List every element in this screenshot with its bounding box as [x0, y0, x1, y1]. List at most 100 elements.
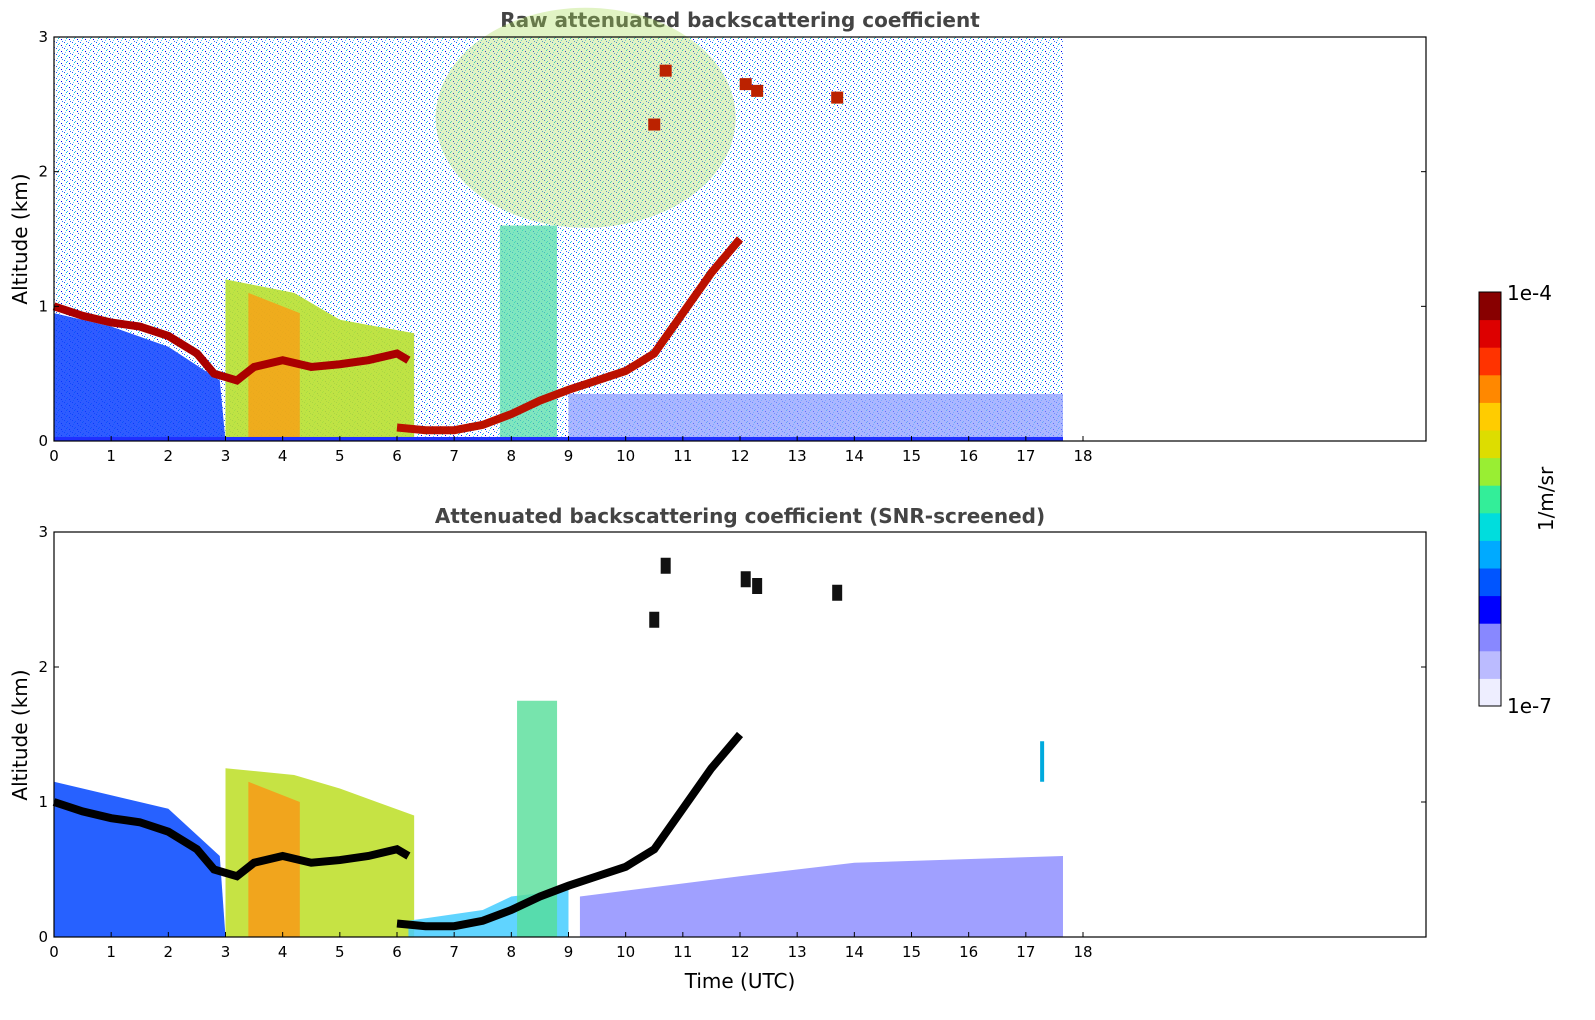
- y-tick-label: 0: [38, 928, 48, 946]
- y-tick-label: 3: [38, 523, 48, 541]
- colorbar-step: [1479, 319, 1501, 348]
- x-tick-label: 4: [278, 943, 288, 961]
- colorbar-step: [1479, 595, 1501, 624]
- x-tick-label: 18: [1073, 447, 1092, 465]
- plot-area-screened: [52, 557, 1063, 937]
- screened-thin-cloud-patch: [649, 611, 660, 628]
- x-tick-label: 8: [507, 447, 517, 465]
- panel-raw: Raw attenuated backscattering coefficien…: [8, 7, 1427, 465]
- x-tick-label: 9: [564, 447, 574, 465]
- plot-area-raw: [52, 7, 1063, 441]
- screened-boundary-layer: [54, 781, 226, 937]
- x-tick-label: 3: [221, 447, 231, 465]
- colorbar-step: [1479, 623, 1501, 652]
- colorbar-min-label: 1e-7: [1507, 694, 1552, 718]
- convective-core: [248, 292, 300, 441]
- y-tick-label: 2: [38, 163, 48, 181]
- thin-cloud-patch: [739, 78, 752, 91]
- colorbar-step: [1479, 485, 1501, 514]
- x-tick-label: 9: [564, 943, 574, 961]
- panel-screened: Attenuated backscattering coefficient (S…: [8, 504, 1427, 993]
- x-tick-label: 13: [788, 943, 807, 961]
- y-tick-label: 0: [38, 432, 48, 450]
- screened-thin-cloud-patch: [832, 584, 843, 601]
- colorbar-step: [1479, 512, 1501, 541]
- x-tick-label: 3: [221, 943, 231, 961]
- colorbar-step: [1479, 374, 1501, 403]
- x-tick-label: 5: [335, 447, 345, 465]
- colorbar-step: [1479, 540, 1501, 569]
- x-tick-label: 1: [106, 943, 116, 961]
- x-tick-label: 15: [902, 943, 921, 961]
- ground-return: [54, 436, 1063, 441]
- screened-residual-layer: [579, 856, 1063, 937]
- x-tick-label: 11: [673, 447, 692, 465]
- colorbar-frame: [1478, 291, 1502, 707]
- x-tick-label: 1: [106, 447, 116, 465]
- panel-screened-title: Attenuated backscattering coefficient (S…: [435, 504, 1045, 528]
- x-tick-label: 7: [449, 943, 459, 961]
- low-level-layer: [568, 393, 1063, 441]
- colorbar-step: [1479, 678, 1501, 707]
- x-tick-label: 16: [959, 447, 978, 465]
- thin-cloud-patch: [831, 91, 844, 104]
- x-axis-label: Time (UTC): [684, 969, 796, 993]
- screened-rising-layer-line: [396, 731, 744, 931]
- cloud-layer-line: [52, 302, 411, 385]
- x-tick-label: 2: [164, 447, 174, 465]
- x-tick-label: 12: [730, 447, 749, 465]
- colorbar-step: [1479, 402, 1501, 431]
- screened-cloud-layer-line: [52, 798, 411, 881]
- boundary-layer-morning: [54, 313, 226, 441]
- panel-raw-title: Raw attenuated backscattering coefficien…: [500, 8, 980, 32]
- colorbar-unit-label: 1/m/sr: [1534, 466, 1558, 531]
- y-tick-label: 1: [38, 297, 48, 315]
- colorbar-steps: [1479, 292, 1501, 707]
- x-tick-label: 6: [392, 943, 402, 961]
- rising-layer-line: [396, 236, 744, 435]
- y-tick-label: 1: [38, 793, 48, 811]
- y-axis-label-raw: Altitude (km): [8, 173, 32, 304]
- x-tick-label: 0: [49, 447, 59, 465]
- x-tick-label: 11: [673, 943, 692, 961]
- screened-thin-cloud-patch: [752, 578, 763, 594]
- screened-small-echo: [1040, 741, 1045, 782]
- x-tick-label: 5: [335, 943, 345, 961]
- colorbar-step: [1479, 292, 1501, 321]
- colorbar-max-label: 1e-4: [1507, 281, 1552, 305]
- x-tick-label: 14: [845, 943, 864, 961]
- x-tick-label: 18: [1073, 943, 1092, 961]
- x-tick-label: 12: [730, 943, 749, 961]
- x-tick-label: 8: [507, 943, 517, 961]
- colorbar: 1e-4 1e-7 1/m/sr: [1478, 281, 1558, 718]
- screened-thin-cloud-patch: [740, 571, 751, 588]
- x-tick-label: 17: [1016, 943, 1035, 961]
- thin-cloud-patch: [659, 64, 672, 77]
- x-tick-label: 17: [1016, 447, 1035, 465]
- aerosol-plume: [435, 7, 736, 228]
- x-tick-label: 10: [616, 943, 635, 961]
- y-tick-label: 2: [38, 658, 48, 676]
- colorbar-step: [1479, 650, 1501, 679]
- x-tick-label: 0: [49, 943, 59, 961]
- x-tick-label: 16: [959, 943, 978, 961]
- colorbar-step: [1479, 568, 1501, 597]
- x-tick-label: 6: [392, 447, 402, 465]
- screened-thin-cloud-patch: [660, 557, 671, 574]
- thin-cloud-patch: [751, 84, 764, 97]
- x-tick-label: 14: [845, 447, 864, 465]
- x-tick-label: 7: [449, 447, 459, 465]
- thin-cloud-patch: [648, 118, 661, 131]
- x-tick-label: 4: [278, 447, 288, 465]
- colorbar-step: [1479, 347, 1501, 376]
- y-axis-label-screened: Altitude (km): [8, 669, 32, 800]
- x-tick-label: 10: [616, 447, 635, 465]
- colorbar-step: [1479, 457, 1501, 486]
- y-tick-label: 3: [38, 28, 48, 46]
- x-tick-label: 2: [164, 943, 174, 961]
- x-tick-label: 13: [788, 447, 807, 465]
- colorbar-step: [1479, 430, 1501, 459]
